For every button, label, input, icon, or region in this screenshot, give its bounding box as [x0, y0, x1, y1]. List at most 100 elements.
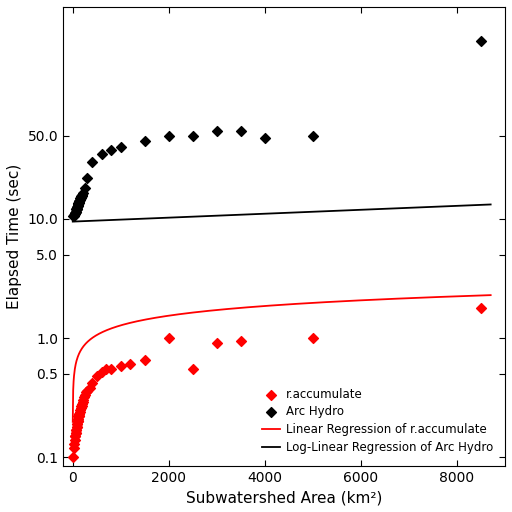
- r.accumulate: [76, 408, 84, 416]
- Arc Hydro: [88, 158, 96, 166]
- Arc Hydro: [75, 197, 83, 205]
- r.accumulate: [477, 304, 485, 312]
- r.accumulate: [126, 360, 135, 369]
- r.accumulate: [97, 368, 105, 376]
- Arc Hydro: [165, 132, 173, 140]
- Arc Hydro: [71, 209, 79, 217]
- Arc Hydro: [70, 211, 78, 219]
- r.accumulate: [83, 387, 91, 395]
- r.accumulate: [76, 406, 84, 414]
- r.accumulate: [72, 425, 80, 434]
- r.accumulate: [79, 398, 87, 406]
- Log-Linear Regression of Arc Hydro: [357, 207, 363, 213]
- r.accumulate: [72, 429, 80, 437]
- Linear Regression of r.accumulate: [112, 324, 118, 330]
- Arc Hydro: [74, 199, 82, 207]
- r.accumulate: [107, 365, 115, 373]
- r.accumulate: [74, 417, 82, 425]
- r.accumulate: [78, 402, 86, 410]
- Arc Hydro: [72, 207, 80, 216]
- r.accumulate: [75, 410, 83, 418]
- r.accumulate: [117, 362, 125, 370]
- Arc Hydro: [477, 37, 485, 45]
- r.accumulate: [72, 425, 80, 434]
- r.accumulate: [78, 400, 87, 408]
- Arc Hydro: [309, 132, 317, 140]
- Arc Hydro: [189, 132, 197, 140]
- r.accumulate: [141, 356, 149, 365]
- Arc Hydro: [80, 184, 89, 193]
- r.accumulate: [88, 379, 96, 387]
- Arc Hydro: [75, 198, 83, 206]
- Linear Regression of r.accumulate: [70, 419, 76, 425]
- Arc Hydro: [212, 126, 221, 135]
- Arc Hydro: [74, 201, 82, 209]
- r.accumulate: [71, 432, 79, 440]
- r.accumulate: [71, 436, 79, 444]
- Arc Hydro: [97, 150, 105, 158]
- Arc Hydro: [73, 203, 81, 211]
- Arc Hydro: [75, 197, 83, 205]
- r.accumulate: [73, 420, 81, 428]
- Y-axis label: Elapsed Time (sec): Elapsed Time (sec): [7, 164, 22, 309]
- X-axis label: Subwatershed Area (km²): Subwatershed Area (km²): [186, 490, 382, 505]
- r.accumulate: [81, 391, 89, 399]
- Arc Hydro: [78, 192, 86, 200]
- Arc Hydro: [73, 203, 81, 211]
- r.accumulate: [309, 334, 317, 342]
- Log-Linear Regression of Arc Hydro: [112, 217, 118, 223]
- Linear Regression of r.accumulate: [396, 295, 402, 302]
- r.accumulate: [82, 388, 90, 396]
- Log-Linear Regression of Arc Hydro: [70, 219, 76, 225]
- r.accumulate: [73, 420, 81, 428]
- Arc Hydro: [71, 210, 79, 218]
- Log-Linear Regression of Arc Hydro: [403, 205, 409, 211]
- r.accumulate: [71, 432, 79, 440]
- Arc Hydro: [76, 194, 84, 202]
- r.accumulate: [93, 372, 101, 380]
- Linear Regression of r.accumulate: [357, 297, 363, 304]
- Arc Hydro: [79, 189, 88, 197]
- Arc Hydro: [72, 205, 80, 214]
- r.accumulate: [73, 423, 81, 431]
- Arc Hydro: [73, 204, 81, 212]
- Arc Hydro: [83, 174, 91, 182]
- r.accumulate: [165, 334, 173, 342]
- Arc Hydro: [237, 126, 245, 135]
- r.accumulate: [75, 410, 83, 418]
- Log-Linear Regression of Arc Hydro: [254, 211, 260, 217]
- r.accumulate: [77, 402, 86, 410]
- r.accumulate: [102, 365, 111, 373]
- Arc Hydro: [70, 212, 78, 221]
- Arc Hydro: [71, 208, 79, 217]
- Arc Hydro: [74, 201, 82, 209]
- Log-Linear Regression of Arc Hydro: [487, 201, 494, 207]
- Arc Hydro: [72, 205, 80, 214]
- r.accumulate: [80, 393, 89, 401]
- Linear Regression of r.accumulate: [254, 304, 260, 310]
- Arc Hydro: [78, 190, 87, 199]
- r.accumulate: [74, 417, 82, 425]
- Arc Hydro: [117, 143, 125, 151]
- r.accumulate: [70, 444, 78, 452]
- r.accumulate: [212, 339, 221, 348]
- Arc Hydro: [261, 134, 269, 142]
- r.accumulate: [237, 336, 245, 345]
- r.accumulate: [189, 365, 197, 373]
- r.accumulate: [75, 412, 83, 420]
- r.accumulate: [79, 396, 88, 404]
- Arc Hydro: [69, 212, 77, 221]
- Arc Hydro: [77, 192, 85, 200]
- Arc Hydro: [107, 146, 115, 154]
- Log-Linear Regression of Arc Hydro: [396, 205, 402, 211]
- r.accumulate: [73, 423, 81, 431]
- Arc Hydro: [73, 205, 81, 214]
- Legend: r.accumulate, Arc Hydro, Linear Regression of r.accumulate, Log-Linear Regressio: r.accumulate, Arc Hydro, Linear Regressi…: [257, 382, 499, 460]
- r.accumulate: [86, 384, 94, 392]
- Linear Regression of r.accumulate: [239, 305, 245, 311]
- Line: Log-Linear Regression of Arc Hydro: Log-Linear Regression of Arc Hydro: [73, 204, 490, 222]
- Arc Hydro: [74, 200, 82, 208]
- Arc Hydro: [76, 196, 84, 204]
- Line: Linear Regression of r.accumulate: Linear Regression of r.accumulate: [73, 295, 490, 422]
- r.accumulate: [77, 403, 85, 412]
